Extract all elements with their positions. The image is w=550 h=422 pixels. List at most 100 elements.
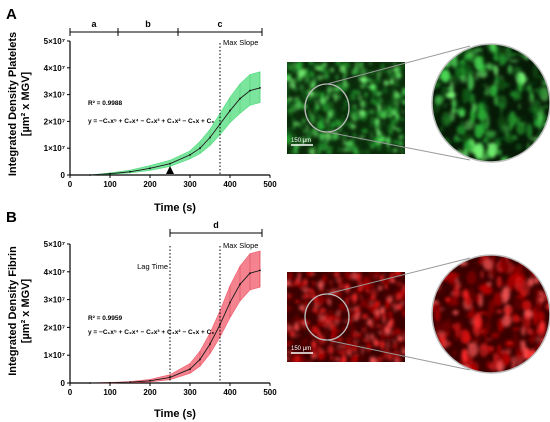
speckle bbox=[530, 81, 538, 85]
speckle bbox=[354, 353, 359, 357]
speckle bbox=[362, 82, 365, 90]
speckle bbox=[392, 126, 398, 130]
speckle bbox=[292, 119, 295, 128]
speckle bbox=[438, 126, 444, 133]
speckle bbox=[316, 121, 324, 131]
speckle bbox=[456, 125, 467, 135]
speckle bbox=[318, 114, 320, 119]
speckle bbox=[336, 357, 340, 361]
speckle bbox=[343, 320, 348, 324]
speckle bbox=[499, 75, 503, 78]
speckle bbox=[437, 326, 441, 341]
speckle bbox=[486, 85, 489, 97]
speckle bbox=[308, 62, 314, 65]
speckle bbox=[308, 109, 311, 116]
speckle bbox=[530, 255, 535, 258]
speckle bbox=[486, 360, 492, 369]
speckle bbox=[378, 98, 383, 103]
speckle bbox=[432, 281, 438, 289]
speckle bbox=[330, 279, 332, 285]
speckle bbox=[546, 361, 549, 373]
speckle bbox=[392, 332, 395, 337]
data-point bbox=[199, 358, 201, 361]
speckle bbox=[435, 158, 439, 162]
speckle bbox=[442, 255, 450, 263]
speckle bbox=[492, 255, 495, 268]
speckle bbox=[535, 269, 544, 274]
speckle bbox=[401, 117, 404, 122]
speckle bbox=[380, 274, 383, 283]
speckle bbox=[513, 65, 519, 79]
speckle bbox=[483, 88, 488, 93]
speckle bbox=[296, 100, 303, 110]
speckle bbox=[369, 306, 372, 312]
speckle bbox=[491, 303, 494, 316]
speckle bbox=[513, 313, 518, 323]
speckle bbox=[401, 134, 405, 138]
data-point bbox=[129, 170, 131, 173]
speckle bbox=[324, 70, 330, 81]
y-axis-title-a: Integrated Density Platelets [µm² x MGV] bbox=[7, 32, 32, 176]
speckle bbox=[432, 271, 437, 282]
speckle bbox=[447, 265, 453, 269]
speckle bbox=[371, 83, 374, 89]
speckle bbox=[388, 296, 393, 303]
speckle bbox=[324, 131, 332, 141]
speckle bbox=[287, 350, 292, 354]
speckle bbox=[364, 84, 369, 88]
speckle bbox=[395, 72, 401, 78]
speckle bbox=[287, 272, 289, 280]
speckle bbox=[351, 140, 356, 150]
speckle bbox=[371, 131, 373, 139]
speckle bbox=[307, 348, 314, 354]
speckle bbox=[399, 135, 402, 139]
speckle bbox=[331, 329, 336, 337]
speckle bbox=[532, 64, 539, 80]
speckle bbox=[287, 83, 291, 88]
speckle bbox=[469, 288, 472, 291]
speckle bbox=[304, 68, 309, 78]
speckle bbox=[358, 272, 362, 281]
speckle bbox=[539, 268, 548, 277]
speckle bbox=[458, 111, 464, 118]
speckle bbox=[382, 122, 385, 126]
speckle bbox=[381, 65, 387, 74]
data-point bbox=[149, 167, 151, 170]
speckle bbox=[360, 62, 363, 69]
data-point bbox=[189, 154, 191, 156]
data-point bbox=[109, 381, 111, 384]
speckle bbox=[385, 299, 390, 310]
speckle bbox=[326, 314, 330, 320]
speckle bbox=[362, 101, 369, 108]
speckle bbox=[487, 143, 498, 158]
speckle bbox=[326, 111, 333, 117]
speckle bbox=[484, 320, 492, 333]
speckle bbox=[394, 91, 399, 99]
speckle bbox=[358, 77, 366, 82]
speckle bbox=[443, 339, 449, 349]
speckle bbox=[498, 77, 506, 91]
x-tick-label: 100 bbox=[103, 388, 117, 397]
speckle bbox=[432, 58, 441, 74]
speckle bbox=[308, 149, 314, 154]
speckle bbox=[295, 299, 299, 304]
speckle bbox=[358, 150, 366, 154]
speckle bbox=[380, 341, 384, 350]
y-axis-title-line1: Integrated Density Platelets bbox=[7, 32, 19, 176]
speckle bbox=[394, 106, 399, 115]
speckle bbox=[303, 90, 307, 94]
equation-a: y = −C₁x⁵ + C₂x⁴ − C₃x³ + C₄x² − C₅x + C… bbox=[88, 118, 214, 125]
speckle bbox=[447, 342, 451, 345]
speckle bbox=[400, 345, 403, 348]
speckle bbox=[494, 137, 500, 146]
speckle bbox=[449, 76, 455, 80]
y-tick-label: 0 bbox=[61, 171, 66, 180]
x-tick-label: 100 bbox=[103, 180, 117, 189]
speckle bbox=[361, 315, 368, 319]
speckle bbox=[325, 297, 329, 304]
speckle bbox=[287, 340, 294, 346]
speckle bbox=[542, 270, 548, 277]
speckle bbox=[531, 359, 536, 373]
speckle bbox=[400, 302, 405, 305]
speckle bbox=[517, 74, 520, 82]
